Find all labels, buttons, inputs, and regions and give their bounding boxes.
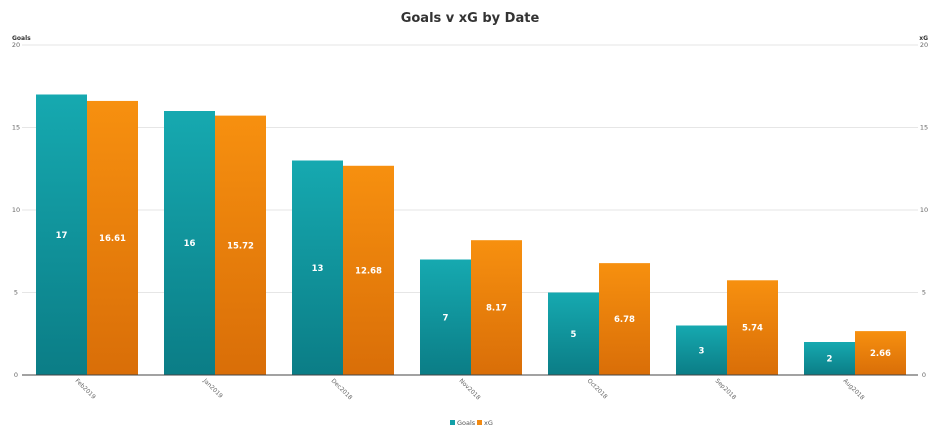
goals-bar[interactable] [420, 259, 471, 376]
xg-data-label: 12.68 [355, 266, 382, 276]
data-labels: 17 16.61 16 15.72 13 12.68 7 8.17 5 6.78 3 5.74 2 2.6… [56, 231, 891, 365]
goals-bar[interactable] [164, 111, 215, 375]
x-category-label: Dec2018 [330, 377, 354, 401]
legend-item-goals[interactable]: Goals [450, 419, 476, 427]
goals-data-label: 5 [571, 330, 577, 340]
xg-bar[interactable] [87, 100, 138, 375]
xg-data-label: 16.61 [99, 234, 126, 244]
xg-data-label: 8.17 [486, 304, 507, 314]
xg-data-label: 15.72 [227, 241, 254, 251]
y-tick-left: 0 [14, 371, 18, 379]
legend-item-xg[interactable]: xG [477, 419, 493, 427]
xg-bar[interactable] [599, 263, 650, 375]
xg-bar[interactable] [215, 115, 266, 376]
goals-bar[interactable] [292, 160, 343, 376]
x-category-label: Sep2018 [714, 377, 738, 401]
xg-data-label: 5.74 [742, 324, 763, 334]
y-tick-right: 20 [920, 41, 928, 49]
x-category-label: Aug2018 [842, 377, 866, 401]
xg-bar[interactable] [855, 331, 906, 375]
goals-data-label: 17 [56, 231, 68, 241]
goals-data-label: 13 [312, 264, 324, 274]
legend-swatch [477, 420, 482, 425]
legend-label: xG [484, 419, 493, 427]
x-category-label: Feb2019 [74, 377, 97, 400]
y-tick-right: 5 [922, 289, 926, 297]
y-axis-right-title: xG [919, 35, 928, 42]
x-axis-categories: Feb2019 Jan2019 Dec2018 Nov2018 Oct2018 Sep20… [74, 377, 866, 402]
x-category-label: Oct2018 [586, 377, 609, 400]
y-axis-left-title: Goals [12, 35, 31, 42]
xg-data-label: 2.66 [870, 349, 891, 359]
legend[interactable]: Goals xG [450, 419, 493, 427]
y-tick-right: 10 [920, 206, 928, 214]
chart-title: Goals v xG by Date [401, 11, 540, 26]
goals-data-label: 2 [827, 355, 833, 365]
goals-bar[interactable] [676, 325, 727, 376]
xg-bar[interactable] [727, 280, 778, 375]
y-tick-right: 15 [920, 124, 928, 132]
goals-bar[interactable] [36, 94, 87, 376]
legend-swatch [450, 420, 455, 425]
y-tick-right: 0 [922, 371, 926, 379]
y-tick-left: 5 [14, 289, 18, 297]
x-category-label: Nov2018 [458, 377, 482, 401]
xg-bar[interactable] [471, 240, 522, 375]
goals-bar[interactable] [804, 342, 855, 375]
bars [36, 94, 906, 376]
y-axis-ticks: 0 0 5 5 10 10 15 15 20 20 [12, 41, 928, 379]
goals-data-label: 16 [184, 239, 196, 249]
goals-data-label: 7 [443, 313, 449, 323]
x-category-label: Jan2019 [201, 377, 224, 400]
goals-bar[interactable] [548, 292, 599, 376]
y-tick-left: 15 [12, 124, 20, 132]
y-tick-left: 20 [12, 41, 20, 49]
goals-data-label: 3 [699, 346, 705, 356]
y-tick-left: 10 [12, 206, 20, 214]
legend-label: Goals [457, 419, 476, 427]
xg-data-label: 6.78 [614, 315, 635, 325]
gridlines [22, 44, 918, 293]
xg-bar[interactable] [343, 165, 394, 375]
